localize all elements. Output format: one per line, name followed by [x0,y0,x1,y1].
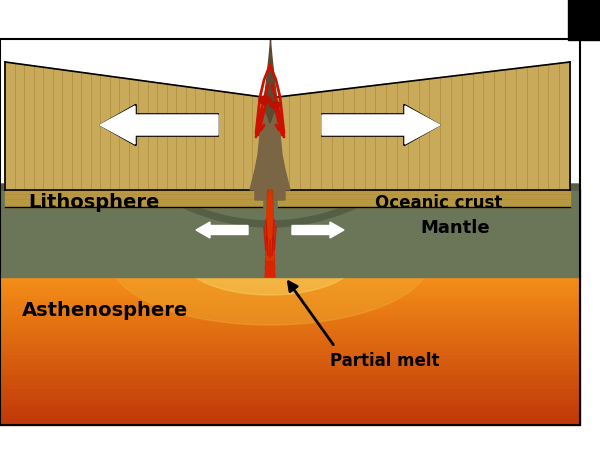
Bar [0,287,580,290]
Polygon shape [266,219,274,227]
Bar [0,347,580,350]
Polygon shape [266,248,274,256]
Polygon shape [266,241,274,248]
Bar [0,313,580,317]
FancyArrow shape [196,222,248,238]
Bar [0,384,580,388]
Bar [0,343,580,347]
Polygon shape [266,191,274,260]
Bar [0,354,580,358]
Bar [0,302,580,305]
Bar [0,279,580,283]
Bar [0,309,580,313]
Bar [568,0,600,41]
Bar [0,298,580,302]
Polygon shape [266,227,274,234]
Polygon shape [264,41,277,124]
Polygon shape [0,185,580,228]
Text: Oceanic crust: Oceanic crust [375,193,502,212]
Bar [0,391,580,395]
Bar [0,190,580,278]
Bar [0,358,580,361]
Polygon shape [5,191,262,207]
Bar [0,376,580,380]
Polygon shape [267,198,273,205]
Polygon shape [278,63,570,191]
Polygon shape [0,191,580,278]
Bar [0,324,580,328]
Bar [0,406,580,410]
Bar [0,365,580,369]
Bar [0,275,580,279]
Text: Partial melt: Partial melt [330,351,440,369]
Ellipse shape [270,102,280,109]
Bar [0,410,580,414]
FancyArrow shape [292,222,344,238]
Ellipse shape [225,228,315,273]
Bar [0,403,580,406]
Polygon shape [5,63,262,191]
Bar [0,328,580,332]
Polygon shape [265,256,275,263]
Bar [0,380,580,384]
Bar [0,290,580,294]
Bar [0,350,580,354]
Polygon shape [266,212,274,219]
Polygon shape [267,191,273,198]
Polygon shape [265,270,275,278]
Bar [0,388,580,391]
Polygon shape [250,56,290,191]
Bar [0,332,580,335]
Bar [0,305,580,309]
Polygon shape [265,263,275,270]
Bar [0,418,580,421]
Bar [0,283,580,287]
Text: Asthenosphere: Asthenosphere [22,301,188,320]
Polygon shape [255,182,285,201]
FancyArrow shape [100,107,218,145]
Bar [0,317,580,320]
Bar [0,335,580,339]
Ellipse shape [259,97,271,105]
Bar [0,294,580,298]
Bar [0,339,580,343]
Bar [0,40,580,425]
Text: Lithosphere: Lithosphere [28,193,160,212]
FancyArrow shape [322,107,440,145]
Ellipse shape [180,216,360,295]
Bar [0,399,580,403]
Bar [0,421,580,425]
Polygon shape [267,205,273,212]
Bar [0,369,580,373]
Bar [0,414,580,418]
Bar [0,320,580,324]
Polygon shape [266,234,274,241]
Text: Mantle: Mantle [420,218,490,237]
Bar [0,373,580,376]
Ellipse shape [110,196,430,325]
Bar [0,361,580,365]
Bar [0,395,580,399]
Polygon shape [278,191,570,207]
